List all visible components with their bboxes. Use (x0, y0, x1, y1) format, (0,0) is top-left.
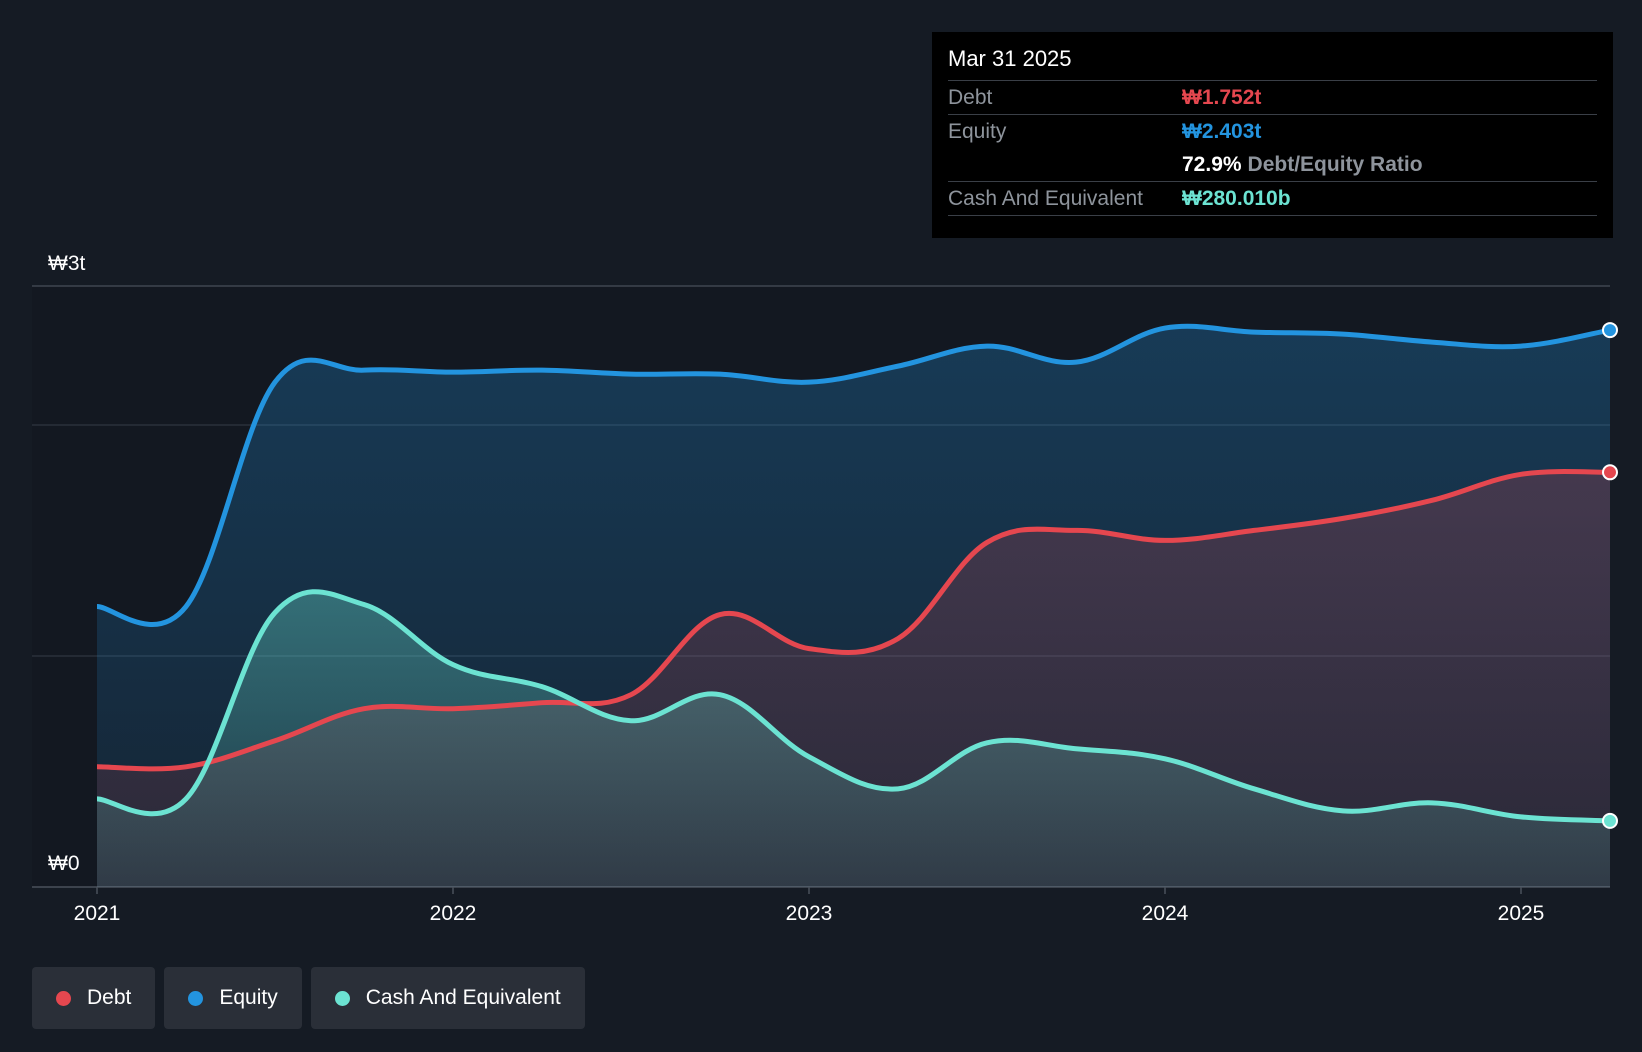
series-line-cash-and-equivalent[interactable] (96, 589, 1611, 824)
tooltip-equity-label: Equity (948, 119, 1007, 143)
tooltip-debt-row: Debt ₩1.752t (948, 80, 1597, 114)
endpoint-marker-cash-and-equivalent[interactable] (1602, 812, 1618, 829)
legend: Debt Equity Cash And Equivalent (32, 967, 594, 1029)
endpoint-marker-equity[interactable] (1602, 322, 1618, 339)
tooltip-ratio-row: 72.9% Debt/Equity Ratio (948, 148, 1597, 181)
series-line-debt[interactable] (96, 469, 1611, 772)
tooltip-cash-row: Cash And Equivalent ₩280.010b (948, 181, 1597, 216)
legend-dot-equity (188, 990, 204, 1006)
endpoint-marker-debt[interactable] (1602, 464, 1618, 481)
tooltip-cash-label: Cash And Equivalent (948, 186, 1143, 210)
tooltip-debt-value: ₩1.752t (1182, 85, 1262, 109)
tooltip-panel: Mar 31 2025 Debt ₩1.752t Equity ₩2.403t … (932, 32, 1613, 238)
legend-label-equity: Equity (219, 986, 278, 1009)
series-line-equity[interactable] (96, 323, 1611, 627)
x-tick-label: 2024 (1142, 902, 1189, 925)
tooltip-debt-label: Debt (948, 85, 993, 109)
tooltip-ratio-value: 72.9% (1182, 152, 1242, 176)
y-tick-label-bottom: ₩0 (48, 852, 80, 875)
x-tick-label: 2023 (786, 902, 833, 925)
tooltip-date: Mar 31 2025 (948, 46, 1072, 71)
legend-label-cash: Cash And Equivalent (365, 986, 561, 1009)
area-cash-and-equivalent (97, 591, 1610, 887)
legend-item-equity[interactable]: Equity (164, 967, 302, 1029)
legend-item-debt[interactable]: Debt (32, 967, 156, 1029)
tooltip-equity-row: Equity ₩2.403t (948, 114, 1597, 148)
legend-label-debt: Debt (87, 986, 132, 1009)
tooltip-ratio-label: Debt/Equity Ratio (1247, 152, 1423, 176)
legend-item-cash[interactable]: Cash And Equivalent (310, 967, 585, 1029)
tooltip-cash-value: ₩280.010b (1182, 186, 1291, 210)
legend-dot-debt (56, 990, 71, 1006)
legend-dot-cash (334, 990, 350, 1006)
x-tick-label: 2022 (430, 902, 477, 925)
tooltip-equity-value: ₩2.403t (1182, 119, 1262, 143)
x-tick-label: 2021 (74, 902, 121, 925)
x-tick-label: 2025 (1498, 902, 1545, 925)
y-tick-label-top: ₩3t (48, 252, 86, 275)
